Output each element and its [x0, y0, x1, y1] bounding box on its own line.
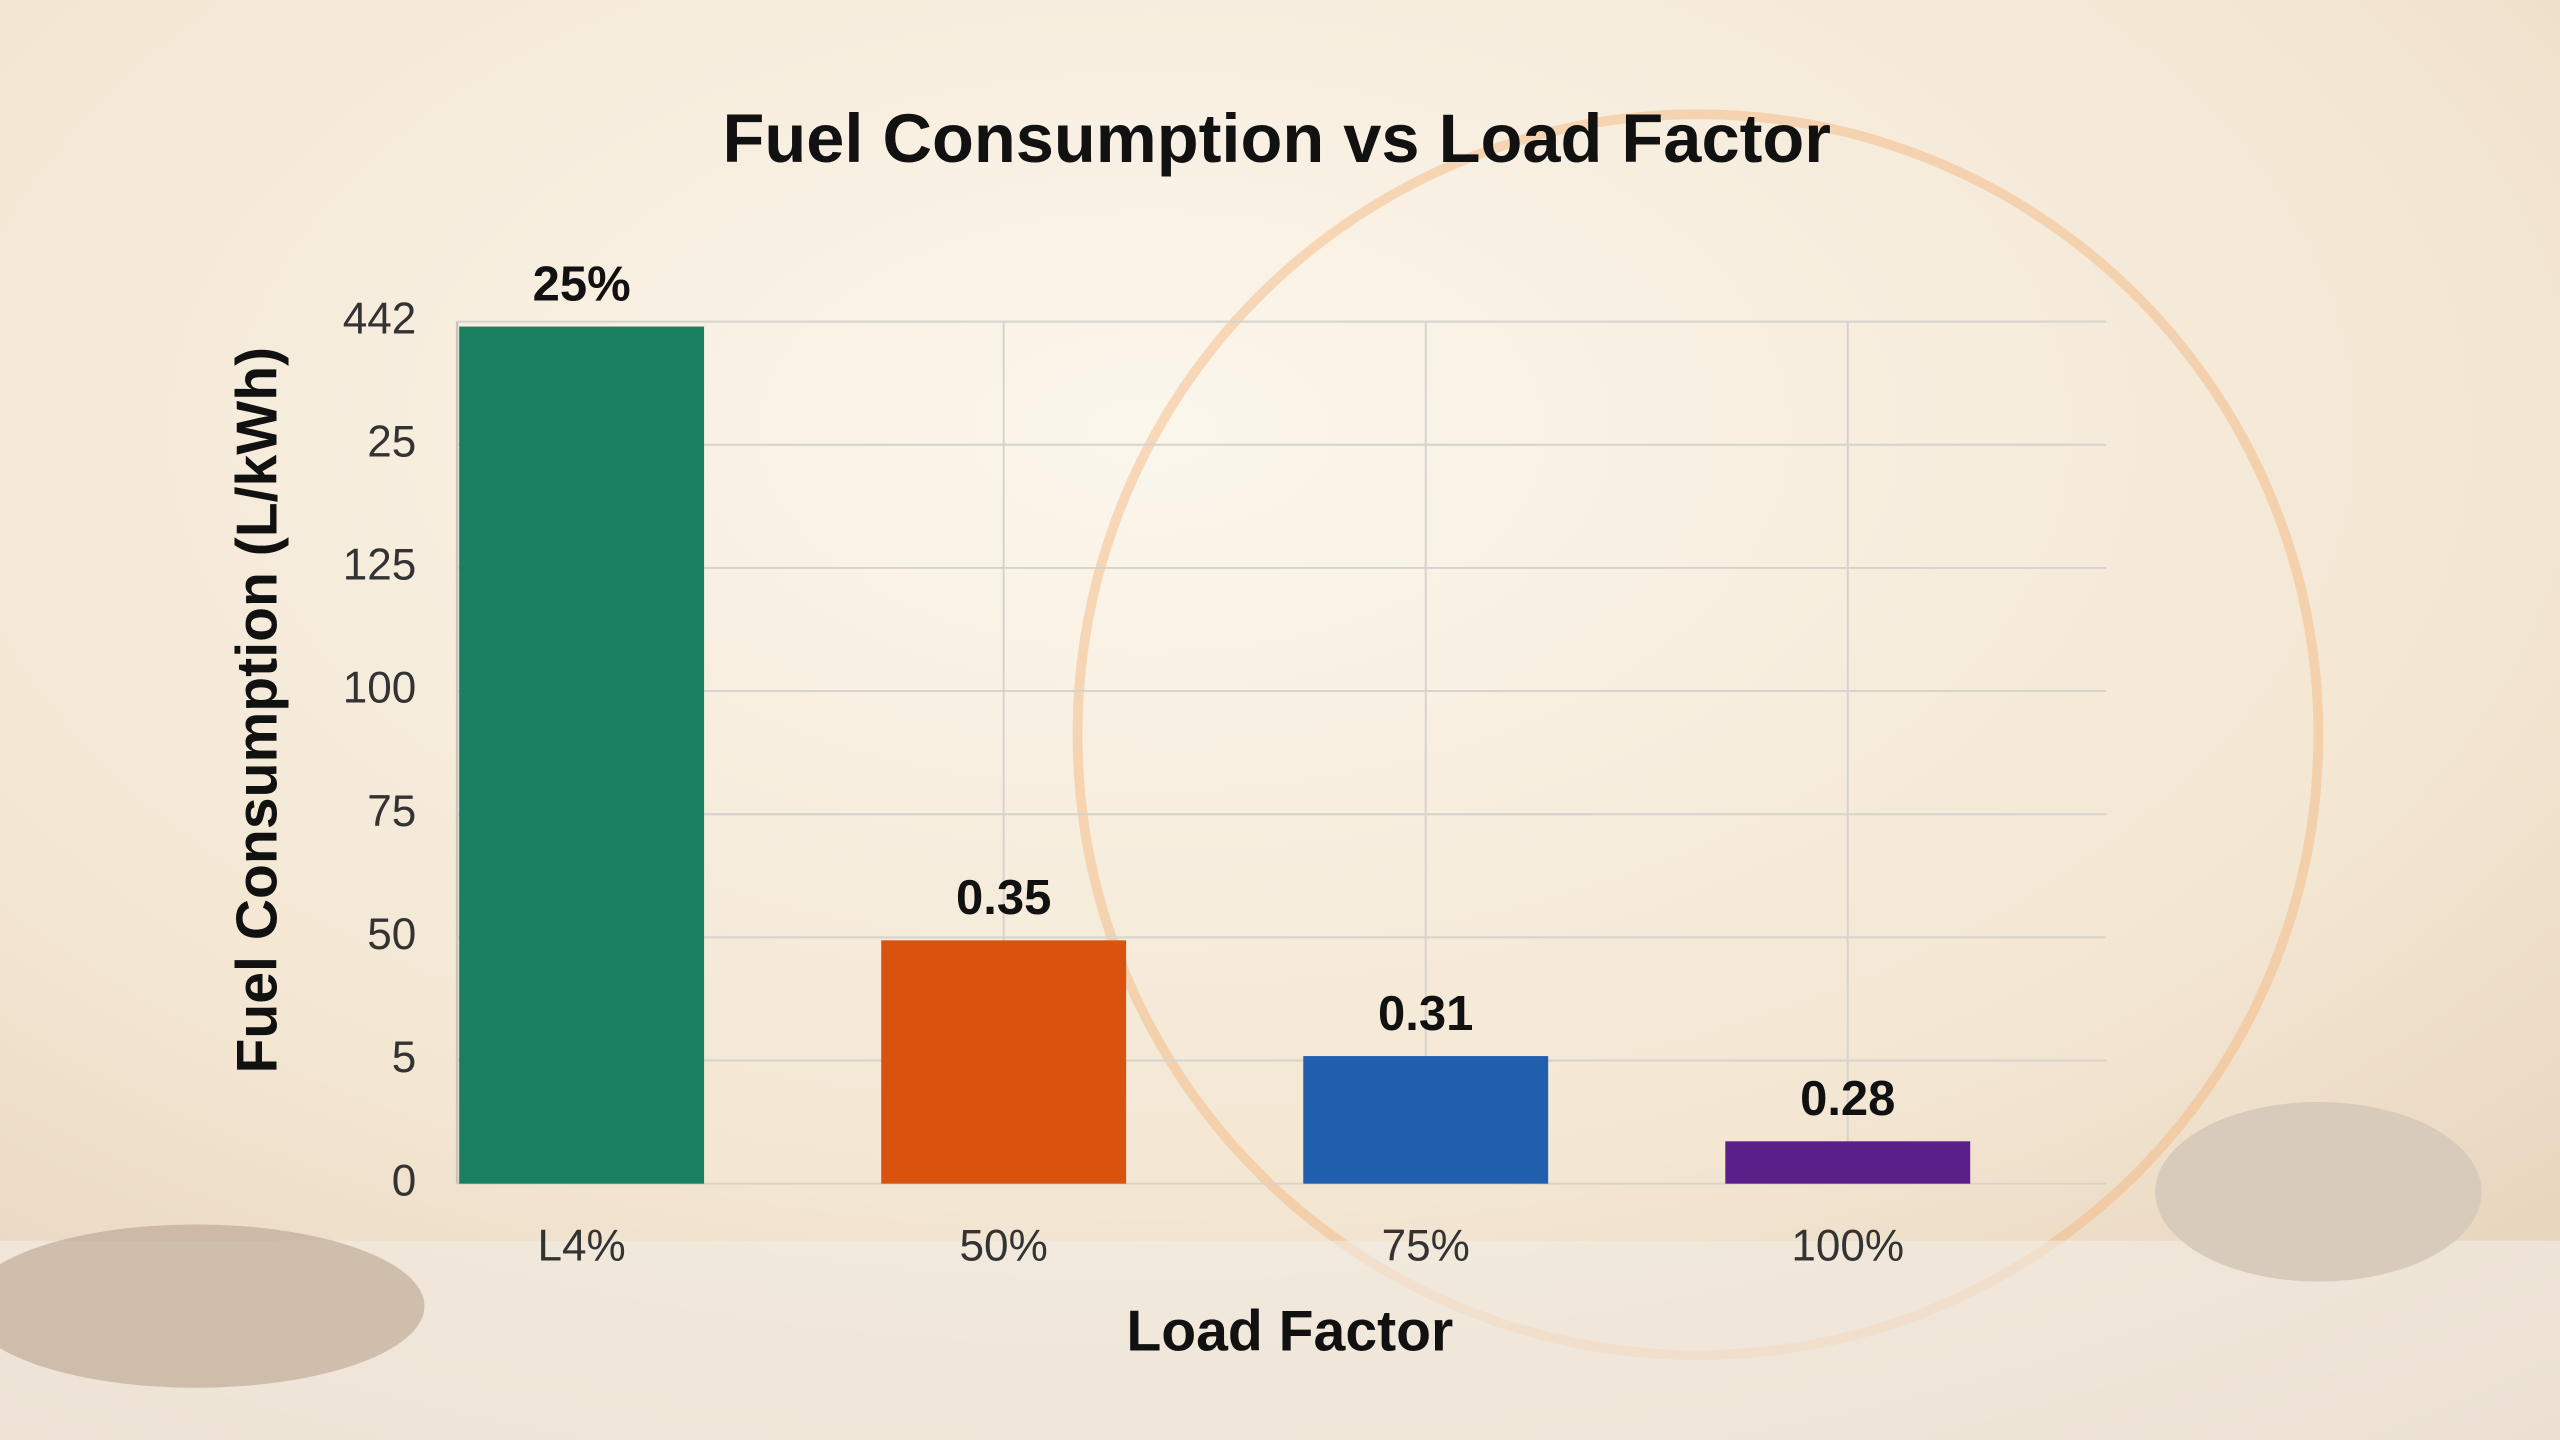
y-axis-label: Fuel Consumption (L/kWh) — [225, 347, 289, 1074]
decor-stone — [0, 1224, 425, 1388]
bar — [1303, 1056, 1549, 1184]
y-tick-label: 125 — [343, 541, 417, 590]
y-tick-label: 25 — [367, 417, 416, 466]
data-label: 0.28 — [1800, 1072, 1895, 1126]
x-tick-label: 50% — [960, 1222, 1048, 1271]
bar — [1725, 1141, 1971, 1184]
y-tick-label: 5 — [392, 1033, 417, 1082]
x-tick-label: L4% — [538, 1222, 626, 1271]
data-label: 0.31 — [1378, 987, 1473, 1041]
data-label: 0.35 — [956, 871, 1051, 925]
x-tick-label: 75% — [1382, 1222, 1470, 1271]
x-tick-label: 100% — [1791, 1222, 1904, 1271]
decor-stone — [2155, 1102, 2482, 1282]
y-tick-label: 100 — [343, 664, 417, 713]
y-tick-label: 0 — [392, 1156, 417, 1205]
bar — [881, 940, 1127, 1184]
y-tick-label: 50 — [367, 910, 416, 959]
chart-title: Fuel Consumption vs Load Factor — [722, 100, 1830, 177]
y-tick-label: 442 — [343, 294, 417, 343]
floor — [0, 1240, 2560, 1440]
y-tick-label: 75 — [367, 787, 416, 836]
x-axis-label: Load Factor — [1126, 1300, 1453, 1364]
data-label: 25% — [533, 257, 631, 311]
bar — [459, 326, 705, 1184]
